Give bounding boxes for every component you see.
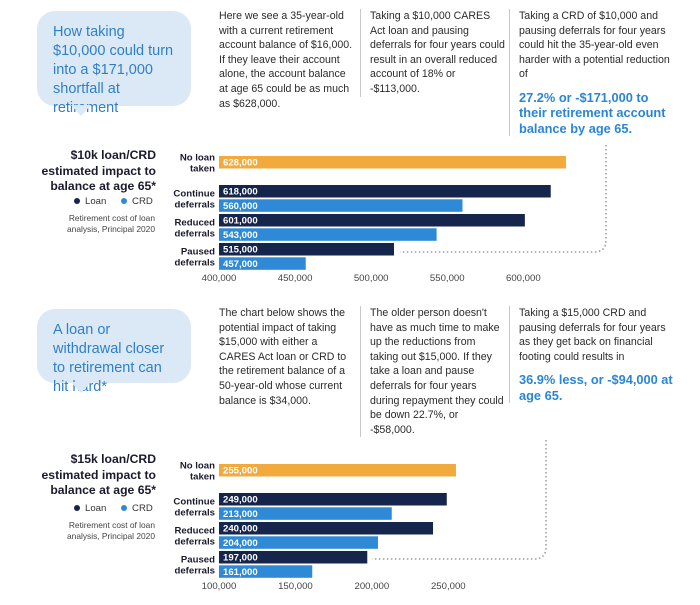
bar-value-label: 560,000 bbox=[223, 201, 258, 212]
bar-crd bbox=[219, 199, 463, 212]
bar-no-loan bbox=[219, 464, 456, 477]
category-label: deferrals bbox=[174, 228, 215, 239]
dotted-connector-line bbox=[400, 145, 607, 253]
callout-tail bbox=[71, 105, 91, 116]
bar-value-label: 618,000 bbox=[223, 187, 258, 198]
bar-crd bbox=[219, 536, 378, 549]
text-column-2: Taking a $10,000 CARES Act loan and paus… bbox=[360, 9, 505, 97]
bar-loan bbox=[219, 243, 394, 256]
category-label: deferrals bbox=[174, 199, 215, 210]
bar-crd bbox=[219, 565, 313, 578]
dotted-connector-line bbox=[372, 440, 547, 560]
category-label: deferrals bbox=[174, 536, 215, 547]
text-column-2: The older person doesn't have as much ti… bbox=[360, 306, 505, 438]
legend-dot-crd bbox=[121, 198, 128, 205]
bar-value-label: 197,000 bbox=[223, 553, 258, 564]
callout-bubble-1: How taking $10,000 could turn into a $17… bbox=[37, 11, 191, 116]
chart-legend-1: Loan CRD bbox=[74, 196, 164, 207]
bar-loan bbox=[219, 493, 447, 506]
bar-value-label: 457,000 bbox=[223, 259, 258, 270]
bar-chart-2: No loantaken255,000Continuedeferrals249,… bbox=[173, 440, 547, 592]
category-label: deferrals bbox=[174, 565, 215, 576]
text-column-1: Here we see a 35-year-old with a current… bbox=[219, 10, 353, 110]
bar-no-loan bbox=[219, 156, 566, 169]
bar-value-label: 161,000 bbox=[223, 567, 258, 578]
text-column-1: The chart below shows the potential impa… bbox=[219, 307, 347, 407]
bar-chart-1: No loantaken628,000Continuedeferrals618,… bbox=[173, 145, 607, 284]
category-label: No loan bbox=[180, 152, 215, 163]
bar-value-label: 249,000 bbox=[223, 495, 258, 506]
x-tick-label: 250,000 bbox=[431, 581, 466, 592]
highlight-stat: 27.2% or -$171,000 to their retirement a… bbox=[519, 89, 666, 136]
bar-value-label: 601,000 bbox=[223, 216, 258, 227]
chart-title-1: $10k loan/CRD estimated impact to balanc… bbox=[41, 148, 156, 193]
legend-label-loan: Loan bbox=[85, 196, 107, 207]
x-tick-label: 200,000 bbox=[355, 581, 390, 592]
text-column-3-body: Taking a CRD of $10,000 and pausing defe… bbox=[519, 10, 670, 81]
category-label: deferrals bbox=[174, 257, 215, 268]
category-label: Paused bbox=[181, 246, 215, 257]
legend-label-crd: CRD bbox=[132, 196, 153, 207]
bar-loan bbox=[219, 214, 525, 227]
category-label: Continue bbox=[173, 188, 215, 199]
x-tick-label: 600,000 bbox=[506, 273, 541, 284]
callout-bubble-2: A loan or withdrawal closer to retiremen… bbox=[37, 309, 191, 395]
bar-loan bbox=[219, 185, 551, 198]
legend-label-loan: Loan bbox=[85, 503, 107, 514]
category-label: taken bbox=[190, 471, 215, 482]
chart-title-2: $15k loan/CRD estimated impact to balanc… bbox=[41, 452, 156, 497]
x-tick-label: 100,000 bbox=[202, 581, 237, 592]
x-tick-label: 450,000 bbox=[278, 273, 313, 284]
legend-dot-loan bbox=[74, 505, 80, 512]
category-label: Paused bbox=[181, 554, 215, 565]
x-tick-label: 500,000 bbox=[354, 273, 389, 284]
legend-dot-loan bbox=[74, 198, 80, 205]
category-label: Continue bbox=[173, 496, 215, 507]
category-label: deferrals bbox=[174, 507, 215, 518]
highlight-stat: 36.9% less, or -$94,000 at age 65. bbox=[519, 372, 673, 403]
bar-crd bbox=[219, 257, 306, 270]
bar-value-label: 213,000 bbox=[223, 509, 258, 520]
bar-value-label: 204,000 bbox=[223, 538, 258, 549]
bar-value-label: 240,000 bbox=[223, 524, 258, 535]
chart-source-2: Retirement cost of loan analysis, Princi… bbox=[67, 520, 155, 541]
callout-tail bbox=[71, 382, 91, 393]
x-tick-label: 150,000 bbox=[278, 581, 313, 592]
legend-dot-crd bbox=[121, 505, 128, 512]
bar-loan bbox=[219, 522, 434, 535]
text-column-3: Taking a $15,000 CRD and pausing deferra… bbox=[509, 306, 679, 404]
category-label: Reduced bbox=[174, 217, 215, 228]
bar-value-label: 628,000 bbox=[223, 158, 258, 169]
chart-source-1: Retirement cost of loan analysis, Princi… bbox=[67, 213, 155, 234]
chart-legend-2: Loan CRD bbox=[74, 503, 164, 514]
category-label: taken bbox=[190, 163, 215, 174]
category-label: No loan bbox=[180, 460, 215, 471]
x-tick-label: 550,000 bbox=[430, 273, 465, 284]
bar-value-label: 255,000 bbox=[223, 466, 258, 477]
bar-value-label: 515,000 bbox=[223, 245, 258, 256]
x-tick-label: 400,000 bbox=[202, 273, 237, 284]
bar-loan bbox=[219, 551, 368, 564]
bar-crd bbox=[219, 228, 437, 241]
text-column-3-body: Taking a $15,000 CRD and pausing deferra… bbox=[519, 307, 666, 363]
bar-crd bbox=[219, 507, 392, 520]
category-label: Reduced bbox=[174, 525, 215, 536]
text-column-3: Taking a CRD of $10,000 and pausing defe… bbox=[509, 9, 679, 137]
bar-value-label: 543,000 bbox=[223, 230, 258, 241]
legend-label-crd: CRD bbox=[132, 503, 153, 514]
